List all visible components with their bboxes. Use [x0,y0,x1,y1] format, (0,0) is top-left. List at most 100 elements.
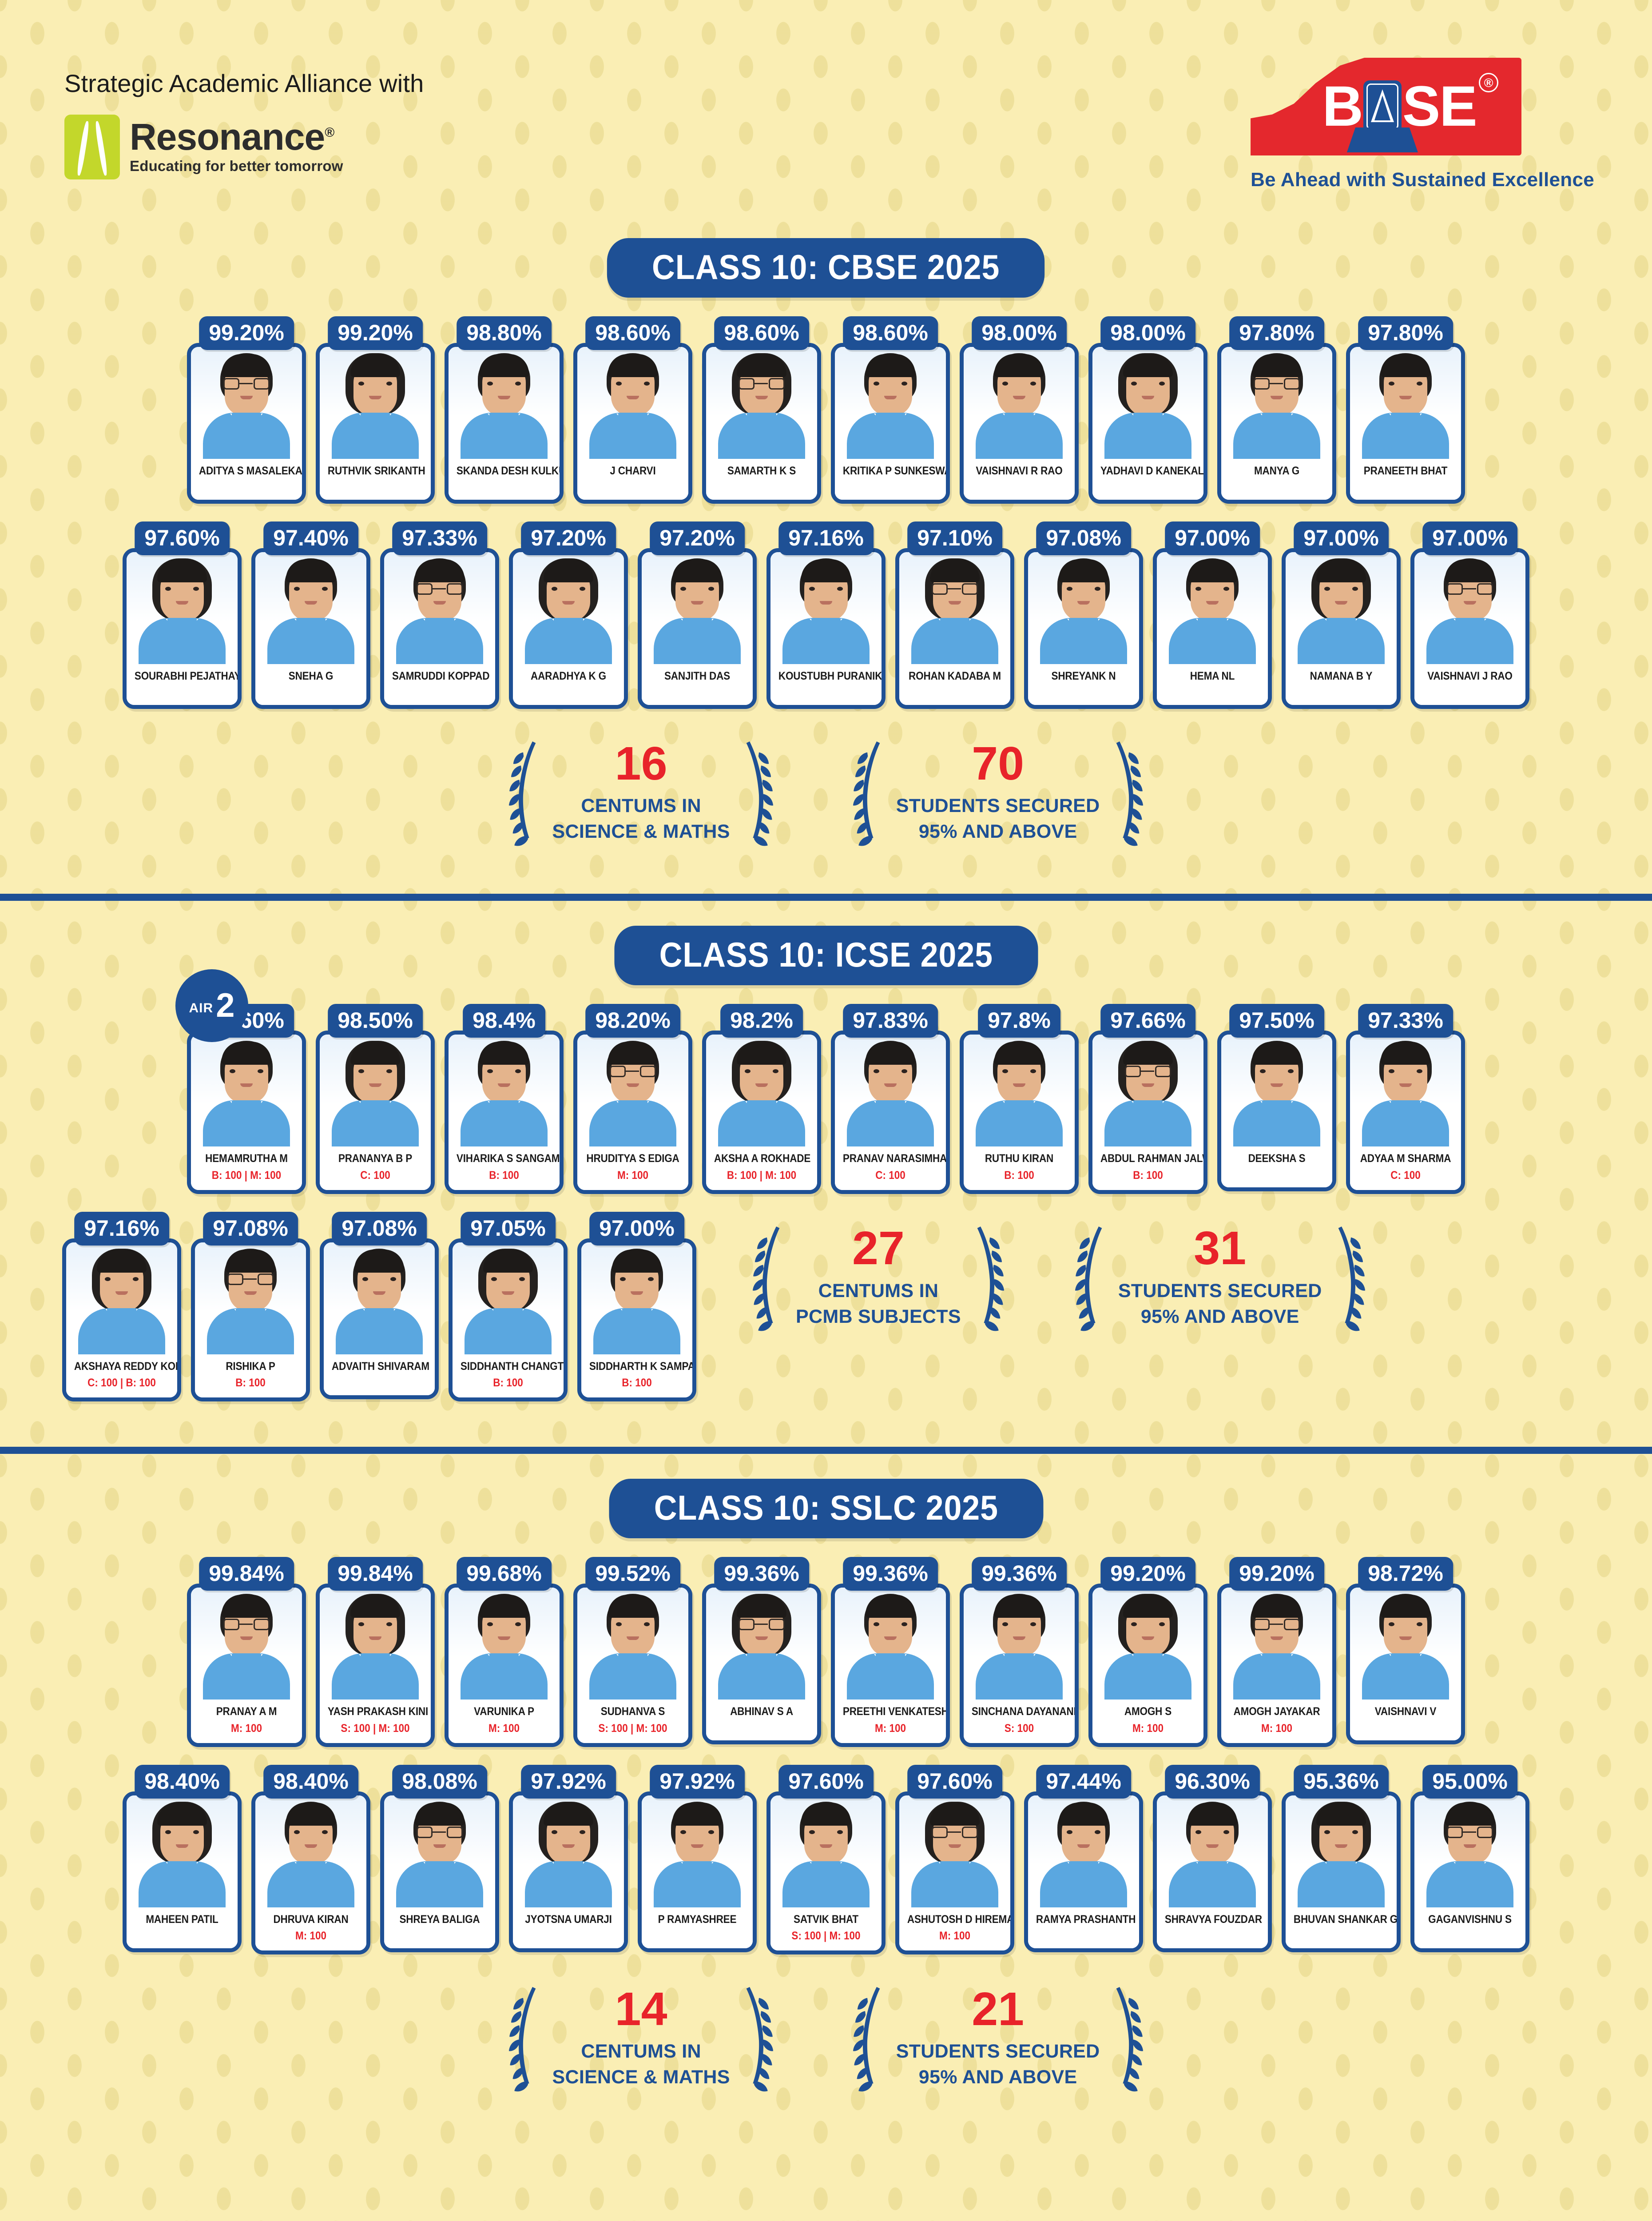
student-card-body: SHREYANK N [1024,548,1143,709]
stat-line-1: STUDENTS SECURED [896,795,1100,817]
student-card[interactable]: 99.36% PREETHI VENKATESH M: 100 [831,1557,950,1747]
student-card[interactable]: 98.00% YADHAVI D KANEKAL [1088,316,1207,504]
student-label: SIDDHANTH CHANGTI B: 100 [453,1354,564,1397]
stat-line-2: SCIENCE & MATHS [552,2066,730,2088]
student-centum-subjects: C: 100 [1390,1169,1421,1182]
student-card[interactable]: 97.08% RISHIKA P B: 100 [191,1211,310,1401]
student-card[interactable]: 98.72% VAISHNAVI V [1346,1557,1465,1744]
section-title-wrap: CLASS 10: ICSE 2025 [0,926,1652,985]
student-card[interactable]: 97.60% SOURABHI PEJATHAYA [123,521,242,709]
student-card[interactable]: 97.60% SATVIK BHAT S: 100 | M: 100 [766,1764,886,1954]
student-card[interactable]: 97.60% ASHUTOSH D HIREMATH M: 100 [895,1764,1014,1954]
student-centum-subjects: M: 100 [874,1722,906,1735]
score-badge: 98.08% [392,1764,487,1799]
student-card[interactable]: AIR 2 99.60% HEMAMRUTHA M B: 100 | M: 10… [175,969,306,1194]
student-card[interactable]: 97.40% SNEHA G [251,521,370,709]
student-card[interactable]: 97.44% RAMYA PRASHANTH [1024,1764,1143,1952]
student-card[interactable]: 98.08% SHREYA BALIGA [380,1764,499,1952]
student-name: VIHARIKA S SANGAM [456,1152,560,1165]
student-card[interactable]: 97.16% AKSHAYA REDDY KODI C: 100 | B: 10… [62,1211,181,1401]
student-card[interactable]: 99.84% YASH PRAKASH KINI S: 100 | M: 100 [316,1557,435,1747]
student-card[interactable]: 95.36% BHUVAN SHANKAR G [1282,1764,1401,1952]
student-name: AKSHAYA REDDY KODI [74,1360,181,1373]
student-photo-frame [964,347,1075,459]
student-card[interactable]: 99.20% ADITYA S MASALEKAR [187,316,306,504]
student-card[interactable]: 98.40% DHRUVA KIRAN M: 100 [251,1764,370,1954]
student-card-body: ADITYA S MASALEKAR [187,343,306,504]
student-card[interactable]: 97.50% DEEKSHA S [1217,1004,1336,1191]
student-card-body: PREETHI VENKATESH M: 100 [831,1584,950,1747]
student-card[interactable]: 99.84% PRANAY A M M: 100 [187,1557,306,1747]
student-card[interactable]: 98.2% AKSHA A ROKHADE B: 100 | M: 100 [702,1004,821,1194]
student-photo [717,1590,806,1700]
student-card[interactable]: 97.00% NAMANA B Y [1282,521,1401,709]
student-centum-subjects: B: 100 | M: 100 [727,1169,797,1182]
student-photo [1039,1798,1128,1907]
score-badge: 99.84% [328,1557,423,1591]
student-card[interactable]: 98.80% SKANDA DESH KULKURNI [445,316,564,504]
student-photo [592,1245,681,1354]
student-card[interactable]: 97.80% MANYA G [1217,316,1336,504]
student-card[interactable]: 97.20% SANJITH DAS [638,521,757,709]
student-card[interactable]: 98.40% MAHEEN PATIL [123,1764,242,1952]
student-card[interactable]: 99.20% AMOGH JAYAKAR M: 100 [1217,1557,1336,1747]
student-card[interactable]: 98.50% PRANANYA B P C: 100 [316,1004,435,1194]
student-card[interactable]: 97.16% KOUSTUBH PURANIK [766,521,886,709]
student-card[interactable]: 99.68% VARUNIKA P M: 100 [445,1557,564,1747]
stat-content: 14 CENTUMS IN SCIENCE & MATHS [544,1986,738,2090]
student-card[interactable]: 97.80% PRANEETH BHAT [1346,316,1465,504]
student-card-body: BHUVAN SHANKAR G [1282,1791,1401,1952]
score-badge: 97.05% [461,1211,556,1246]
student-card[interactable]: 97.33% SAMRUDDI KOPPAD [380,521,499,709]
student-card[interactable]: 98.00% VAISHNAVI R RAO [960,316,1079,504]
student-name: SOURABHI PEJATHAYA [134,670,242,682]
student-card[interactable]: 99.20% AMOGH S M: 100 [1088,1557,1207,1747]
student-card[interactable]: 97.83% PRANAV NARASIMHA M C: 100 [831,1004,950,1194]
student-card[interactable]: 99.20% RUTHVIK SRIKANTH [316,316,435,504]
score-badge: 97.33% [392,521,487,555]
stat-line-2: 95% AND ABOVE [918,821,1077,843]
student-label: SHREYA BALIGA [384,1907,495,1948]
student-card[interactable]: 97.08% SHREYANK N [1024,521,1143,709]
student-card[interactable]: 97.05% SIDDHANTH CHANGTI B: 100 [449,1211,568,1401]
student-label: SAMARTH K S [706,459,817,500]
student-card[interactable]: 97.66% ABDUL RAHMAN JALWATHI A B: 100 [1088,1004,1207,1194]
exam-section: CLASS 10: CBSE 2025 99.20% ADITYA S MASAL… [0,209,1652,866]
student-label: YADHAVI D KANEKAL [1092,459,1203,500]
student-card[interactable]: 98.60% J CHARVI [573,316,692,504]
student-card[interactable]: 97.10% ROHAN KADABA M [895,521,1014,709]
student-card[interactable]: 97.00% VAISHNAVI J RAO [1410,521,1529,709]
student-card[interactable]: 98.60% SAMARTH K S [702,316,821,504]
base-letter-b: B [1322,75,1363,138]
student-card[interactable]: 97.8% RUTHU KIRAN B: 100 [960,1004,1079,1194]
student-card[interactable]: 98.20% HRUDITYA S EDIGA M: 100 [573,1004,692,1194]
student-photo [1426,1798,1514,1907]
student-card[interactable]: 97.33% ADYAA M SHARMA C: 100 [1346,1004,1465,1194]
score-badge: 97.20% [521,521,616,555]
student-card[interactable]: 97.08% ADVAITH SHIVARAM [320,1211,439,1399]
student-card[interactable]: 98.4% VIHARIKA S SANGAM B: 100 [445,1004,564,1194]
student-photo-frame [899,552,1010,664]
student-photo [782,1798,870,1907]
student-card[interactable]: 97.92% JYOTSNA UMARJI [509,1764,628,1952]
student-card[interactable]: 97.00% HEMA NL [1153,521,1272,709]
student-card-body: MANYA G [1217,343,1336,504]
student-card[interactable]: 98.60% KRITIKA P SUNKESWARI [831,316,950,504]
student-card[interactable]: 99.36% SINCHANA DAYANANDA S: 100 [960,1557,1079,1747]
student-card[interactable]: 96.30% SHRAVYA FOUZDAR [1153,1764,1272,1952]
student-photo-frame [1157,552,1268,664]
student-card-body: YADHAVI D KANEKAL [1088,343,1207,504]
student-card[interactable]: 97.20% AARADHYA K G [509,521,628,709]
student-photo [464,1245,552,1354]
student-card-body: SANJITH DAS [638,548,757,709]
stat-content: 21 STUDENTS SECURED 95% AND ABOVE [888,1986,1108,2090]
student-card[interactable]: 97.00% SIDDHARTH K SAMPADA B: 100 [577,1211,696,1401]
student-photo [782,555,870,664]
student-card[interactable]: 99.52% SUDHANVA S S: 100 | M: 100 [573,1557,692,1747]
student-card[interactable]: 97.92% P RAMYASHREE [638,1764,757,1952]
student-card[interactable]: 99.36% ABHINAV S A [702,1557,821,1744]
student-card-body: SOURABHI PEJATHAYA [123,548,242,709]
student-card-body: PRANAV NARASIMHA M C: 100 [831,1031,950,1194]
student-card[interactable]: 95.00% GAGANVISHNU S [1410,1764,1529,1952]
student-photo-frame [449,1035,560,1146]
